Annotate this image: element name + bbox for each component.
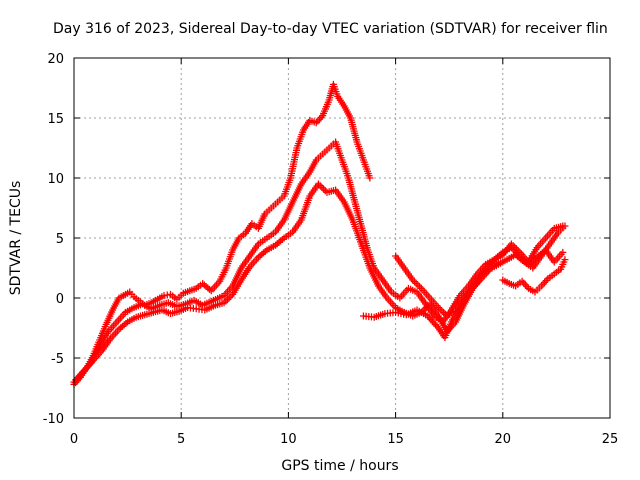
data-point — [410, 278, 418, 286]
data-point — [561, 256, 569, 264]
chart-title: Day 316 of 2023, Sidereal Day-to-day VTE… — [53, 21, 608, 37]
x-tick-label: 25 — [602, 432, 619, 447]
data-point — [318, 183, 326, 191]
data-points — [70, 80, 569, 388]
data-point — [559, 248, 567, 256]
y-tick-label: 5 — [56, 232, 64, 247]
y-tick-label: -5 — [51, 352, 64, 367]
y-tick-label: -10 — [43, 412, 64, 427]
x-tick-label: 15 — [387, 432, 404, 447]
data-point — [321, 187, 329, 195]
data-point — [412, 279, 420, 287]
plot-border — [73, 57, 611, 419]
y-tick-label: 10 — [47, 172, 64, 187]
x-axis-title: GPS time / hours — [281, 458, 398, 474]
tick-labels: 0 5 10 15 20 25 -10 -5 0 5 10 15 20 — [43, 52, 619, 447]
y-axis-title: SDTVAR / TECUs — [8, 181, 24, 296]
x-tick-label: 20 — [495, 432, 512, 447]
data-point — [414, 281, 422, 289]
y-tick-label: 15 — [47, 112, 64, 127]
x-tick-label: 5 — [177, 432, 185, 447]
x-tick-label: 0 — [70, 432, 78, 447]
y-tick-label: 20 — [47, 52, 64, 67]
data-point — [520, 279, 528, 287]
grid — [74, 58, 610, 418]
data-point — [561, 222, 569, 230]
y-tick-label: 0 — [56, 292, 64, 307]
data-point — [366, 174, 374, 182]
x-tick-label: 10 — [280, 432, 297, 447]
